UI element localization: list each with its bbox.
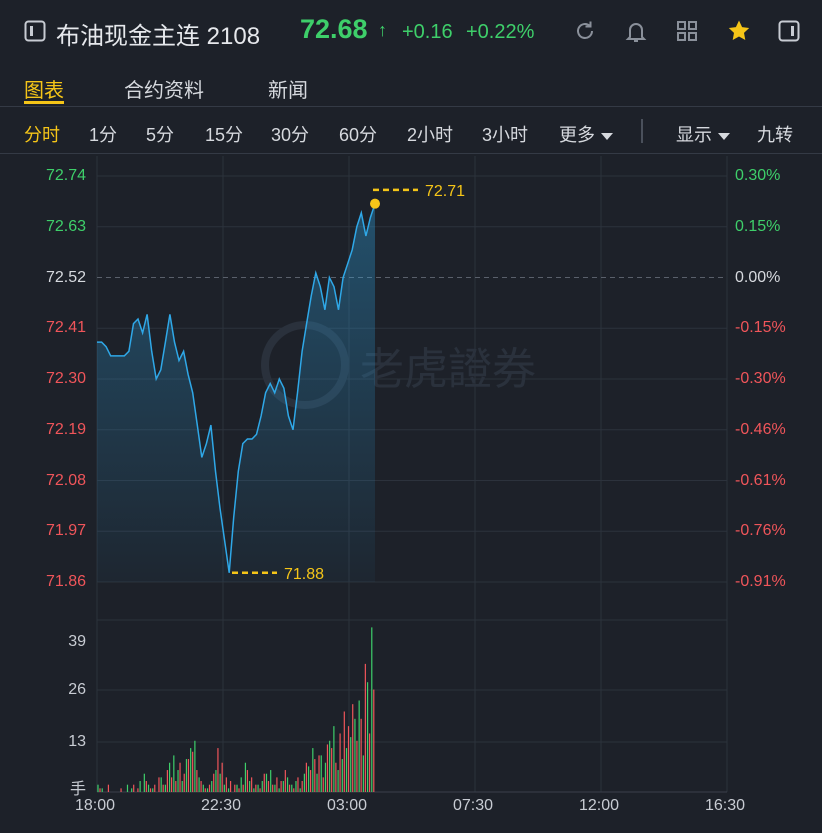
chevron-down-icon <box>718 132 730 140</box>
grid-icon[interactable] <box>676 20 698 42</box>
period-2h[interactable]: 2小时 <box>407 125 454 145</box>
period-15m[interactable]: 15分 <box>205 125 244 145</box>
price-change: +0.16 <box>402 21 453 43</box>
y-tick-right: -0.46% <box>735 420 786 438</box>
last-price-dot <box>370 198 380 209</box>
y-tick-left: 71.97 <box>45 522 86 540</box>
intraday-chart[interactable]: 老虎證券 72.71 71.88 <box>0 154 822 833</box>
volume-bars <box>97 627 375 792</box>
volume-tick: 手 <box>69 781 86 798</box>
y-tick-left: 72.63 <box>45 217 86 235</box>
high-label: 72.71 <box>425 183 465 200</box>
nine-turn-toggle[interactable]: 九转 <box>757 125 793 145</box>
period-5m[interactable]: 5分 <box>146 125 175 145</box>
price-change-percent: +0.22% <box>466 21 535 43</box>
period-intraday[interactable]: 分时 <box>24 125 60 145</box>
period-30m[interactable]: 30分 <box>271 125 310 145</box>
y-tick-left: 71.86 <box>45 573 86 590</box>
tab-contract-info[interactable]: 合约资料 <box>124 80 204 102</box>
header: 布油现金主连 2108 72.68 ↑ +0.16 +0.22% <box>0 0 822 62</box>
x-tick: 03:00 <box>327 797 368 814</box>
tab-bar: 图表 合约资料 新闻 <box>0 62 822 107</box>
y-tick-left: 72.74 <box>45 167 86 184</box>
bell-icon[interactable] <box>625 20 647 44</box>
y-tick-right: 0.30% <box>735 167 781 184</box>
up-arrow-icon: ↑ <box>378 20 387 40</box>
period-bar: 分时 1分 5分 15分 30分 60分 2小时 3小时 更多 显示 九转 <box>0 107 822 154</box>
volume-tick: 39 <box>68 633 86 650</box>
y-tick-left: 72.52 <box>45 268 86 286</box>
active-tab-indicator <box>24 101 64 104</box>
y-tick-right: -0.91% <box>735 573 786 590</box>
y-tick-right: -0.30% <box>735 370 786 387</box>
x-tick: 16:30 <box>705 797 746 814</box>
refresh-icon[interactable] <box>574 20 596 42</box>
x-tick: 07:30 <box>453 797 494 814</box>
x-tick: 22:30 <box>201 797 242 814</box>
y-tick-left: 72.19 <box>45 420 86 438</box>
y-tick-right: -0.76% <box>735 522 786 540</box>
more-label: 更多 <box>559 125 595 145</box>
last-price: 72.68 <box>300 14 368 44</box>
more-menu[interactable]: 更多 <box>559 121 613 147</box>
display-label: 显示 <box>676 125 712 145</box>
tab-news[interactable]: 新闻 <box>268 80 308 102</box>
volume-tick: 26 <box>68 681 86 698</box>
y-tick-right: 0.00% <box>735 268 781 286</box>
low-label: 71.88 <box>284 566 324 583</box>
y-tick-right: -0.15% <box>735 319 786 337</box>
y-tick-right: -0.61% <box>735 471 786 489</box>
volume-tick: 13 <box>68 733 86 750</box>
chevron-down-icon <box>601 132 613 140</box>
y-tick-right: 0.15% <box>735 217 781 235</box>
x-tick: 18:00 <box>75 797 116 814</box>
divider <box>641 119 643 143</box>
sidebar-icon[interactable] <box>778 20 800 42</box>
high-low-markers: 72.71 71.88 <box>232 183 465 583</box>
price-line <box>97 203 376 573</box>
star-icon[interactable] <box>727 19 751 43</box>
y-tick-left: 72.41 <box>45 319 86 337</box>
back-icon[interactable] <box>24 20 46 42</box>
y-tick-left: 72.08 <box>45 471 86 489</box>
x-tick: 12:00 <box>579 797 620 814</box>
display-menu[interactable]: 显示 <box>676 121 730 147</box>
period-3h[interactable]: 3小时 <box>482 125 529 145</box>
y-tick-left: 72.30 <box>45 370 86 387</box>
period-1m[interactable]: 1分 <box>89 125 118 145</box>
price-area <box>97 203 375 582</box>
period-60m[interactable]: 60分 <box>339 125 378 145</box>
watermark-text: 老虎證券 <box>360 344 536 395</box>
instrument-title: 布油现金主连 2108 <box>56 23 261 50</box>
tab-chart[interactable]: 图表 <box>24 80 64 102</box>
